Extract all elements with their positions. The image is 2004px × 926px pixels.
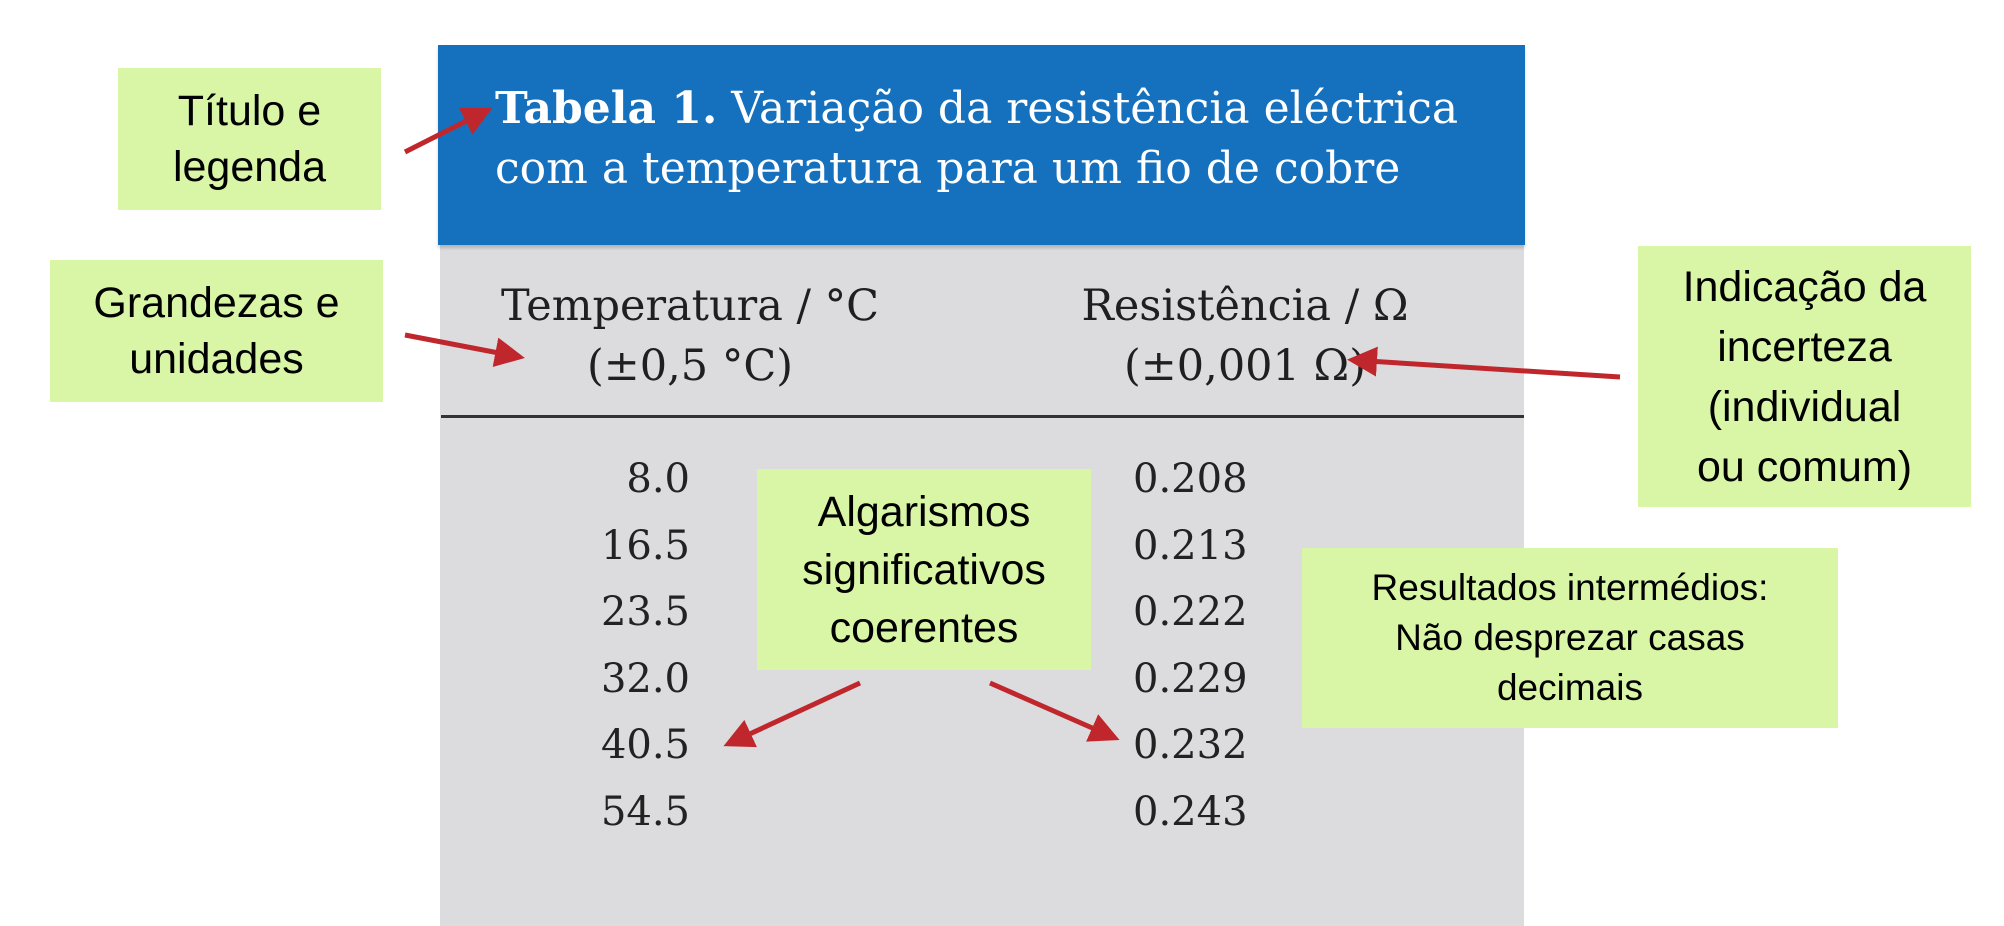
column-uncertainty-temperature: (±0,5 °C): [586, 341, 794, 391]
callout-significant-figures: Algarismos significativos coerentes: [757, 469, 1091, 670]
resistance-cell: 0.213: [1133, 522, 1248, 569]
temperature-cell: 32.0: [600, 655, 690, 702]
table-title: Tabela 1. Variação da resistência eléctr…: [495, 79, 1505, 199]
callout-line: Algarismos: [817, 487, 1031, 536]
callout-line: Indicação da: [1682, 262, 1927, 311]
resistance-cell: 0.222: [1133, 589, 1248, 636]
table-caption-line1: Variação da resistência eléctrica: [717, 83, 1459, 134]
arrow-to-temperature-value: [723, 680, 862, 748]
callout-line: Título e: [177, 87, 322, 135]
resistance-values: 0.208 0.213 0.222 0.229 0.232 0.243: [1133, 446, 1293, 846]
callout-title-legend: Título e legenda: [118, 68, 381, 210]
resistance-cell: 0.229: [1133, 655, 1248, 702]
column-label-resistance: Resistência / Ω: [1081, 281, 1409, 331]
resistance-cell: 0.232: [1133, 722, 1248, 769]
callout-line: unidades: [129, 335, 304, 383]
temperature-values: 8.0 16.5 23.5 32.0 40.5 54.5: [560, 446, 690, 846]
callout-line: Grandezas e: [93, 279, 340, 327]
arrow-to-uncertainty: [1347, 346, 1621, 380]
temperature-cell: 16.5: [600, 522, 690, 569]
callout-line: significativos: [802, 545, 1046, 594]
callout-quantities-units: Grandezas e unidades: [50, 260, 383, 402]
table-number: Tabela 1.: [495, 83, 718, 134]
temperature-cell: 23.5: [600, 589, 690, 636]
temperature-cell: 40.5: [600, 722, 690, 769]
callout-uncertainty: Indicação da incerteza (individual ou co…: [1638, 246, 1971, 507]
table-title-bar: Tabela 1. Variação da resistência eléctr…: [438, 45, 1525, 245]
callout-line: ou comum): [1696, 442, 1913, 491]
callout-line: (individual: [1707, 382, 1902, 431]
callout-line: incerteza: [1717, 322, 1892, 371]
callout-intermediate-results: Resultados intermédios: Não desprezar ca…: [1302, 548, 1838, 728]
callout-line: coerentes: [829, 603, 1019, 652]
column-header-temperature: Temperatura / °C (±0,5 °C): [480, 276, 900, 396]
temperature-cell: 54.5: [600, 788, 690, 835]
column-label-temperature: Temperatura / °C: [500, 281, 880, 331]
arrow-to-quantities: [404, 332, 525, 368]
callout-line: Resultados intermédios:: [1371, 567, 1769, 608]
callout-line: decimais: [1496, 667, 1643, 708]
arrow-to-title: [403, 107, 493, 155]
table-caption-line2: com a temperatura para um fio de cobre: [495, 143, 1401, 194]
column-uncertainty-resistance: (±0,001 Ω): [1123, 341, 1366, 391]
column-header-resistance: Resistência / Ω (±0,001 Ω): [1025, 276, 1465, 396]
resistance-cell: 0.243: [1133, 788, 1248, 835]
callout-line: legenda: [172, 143, 327, 191]
arrow-to-resistance-value: [988, 680, 1120, 742]
resistance-cell: 0.208: [1133, 456, 1248, 502]
header-divider: [441, 415, 1524, 418]
temperature-cell: 8.0: [626, 456, 690, 502]
callout-line: Não desprezar casas: [1395, 617, 1745, 658]
